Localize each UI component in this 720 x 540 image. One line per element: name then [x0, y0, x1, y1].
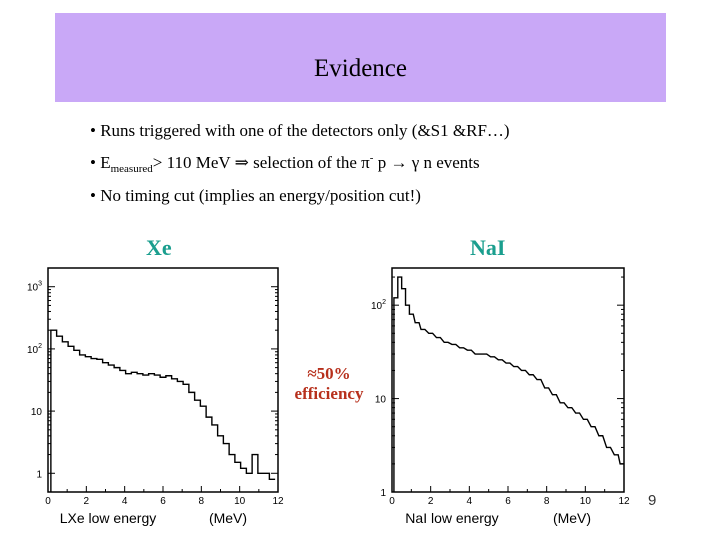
slide-title: Evidence [313, 55, 407, 82]
plot0-y-tick-label: 103 [27, 281, 42, 294]
bullet-energy-superscript: - [369, 152, 374, 164]
bullet-energy-suffix: p → γ n events [373, 153, 480, 172]
plot1-x-tick-label: 6 [505, 496, 511, 507]
plot0-y-tick-exponent: 3 [38, 281, 42, 288]
plot1-x-tick-label: 2 [428, 496, 434, 507]
plot1-x-axis-label: NaI low energy [405, 510, 498, 526]
plot0-y-tick-exponent: 2 [38, 343, 42, 350]
plot1-x-tick-label: 10 [580, 496, 592, 507]
plot1-x-tick-label: 12 [618, 496, 630, 507]
bullet-energy-subscript: measured [110, 163, 153, 175]
plot0-x-tick-label: 6 [160, 496, 166, 507]
efficiency-value: ≈50% [307, 364, 351, 383]
plot1-y-tick-label: 10 [375, 395, 387, 406]
plot1-y-tick-label: 102 [371, 299, 386, 312]
xe-label: Xe [146, 235, 172, 260]
efficiency-word: efficiency [294, 384, 364, 403]
plot0-x-axis-label: LXe low energy [60, 510, 157, 526]
plot0-x-tick-label: 2 [84, 496, 90, 507]
bullet-energy-prefix: • E [90, 153, 111, 172]
title-banner: Evidence [55, 13, 666, 102]
plot0-x-axis-unit: (MeV) [209, 510, 247, 526]
plot1-x-tick-label: 8 [544, 496, 550, 507]
plot0-x-tick-label: 8 [199, 496, 205, 507]
plot0-y-tick-label: 102 [27, 343, 42, 356]
nai-label: NaI [470, 235, 506, 260]
plot1-histogram-line [393, 276, 624, 492]
plot0-y-tick-label: 10 [31, 407, 43, 418]
page-number: 9 [648, 492, 657, 509]
bullet-energy-selection: • Emeasured> 110 MeV ⇒ selection of the … [90, 152, 480, 175]
plot0-x-tick-label: 12 [272, 496, 284, 507]
plot1-y-tick-exponent: 2 [382, 299, 386, 306]
plot0-x-tick-label: 10 [234, 496, 246, 507]
plot0-x-tick-label: 0 [45, 496, 51, 507]
plot1-frame [391, 267, 625, 493]
bullet-no-timing-cut: • No timing cut (implies an energy/posit… [90, 186, 421, 205]
plot0-frame [47, 267, 279, 493]
plot0-histogram-line [50, 329, 276, 492]
bullet-runs-triggered: • Runs triggered with one of the detecto… [90, 121, 510, 140]
plot1-y-tick-label: 1 [380, 488, 386, 499]
efficiency-annotation: ≈50% efficiency [286, 364, 372, 404]
plot1-x-tick-label: 0 [389, 496, 395, 507]
plot0-x-tick-label: 4 [122, 496, 128, 507]
plot1-x-axis-unit: (MeV) [553, 510, 591, 526]
bullet-energy-middle: > 110 MeV ⇒ selection of the π [152, 153, 370, 172]
nai-histogram: 0 2 4 6 8 10 12 102 10 1 NaI low energy (MeV) [371, 267, 630, 526]
plot1-x-tick-label: 4 [467, 496, 473, 507]
plot0-y-tick-label: 1 [36, 469, 42, 480]
